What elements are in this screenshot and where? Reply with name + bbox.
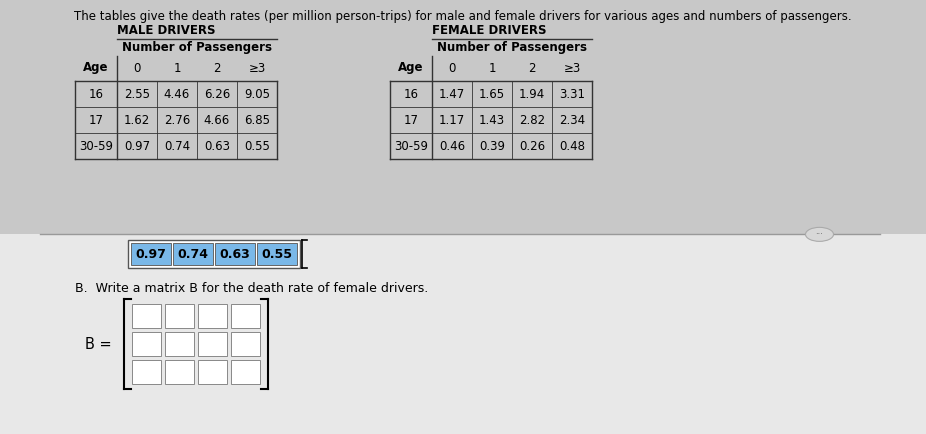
Bar xyxy=(198,360,227,385)
Text: 16: 16 xyxy=(404,88,419,101)
Text: B.  Write a matrix B for the death rate of female drivers.: B. Write a matrix B for the death rate o… xyxy=(75,283,428,296)
Text: 0.63: 0.63 xyxy=(219,248,250,261)
Text: 4.46: 4.46 xyxy=(164,88,190,101)
Text: FEMALE DRIVERS: FEMALE DRIVERS xyxy=(432,24,546,37)
Text: 16: 16 xyxy=(89,88,104,101)
Text: 0.26: 0.26 xyxy=(519,139,545,152)
Bar xyxy=(165,360,194,385)
Text: 1.47: 1.47 xyxy=(439,88,465,101)
Bar xyxy=(165,304,194,329)
Bar xyxy=(132,332,161,356)
Text: 0.46: 0.46 xyxy=(439,139,465,152)
Text: 0.48: 0.48 xyxy=(559,139,585,152)
Text: 30-59: 30-59 xyxy=(394,139,428,152)
Bar xyxy=(231,304,260,329)
Text: 1.65: 1.65 xyxy=(479,88,505,101)
Text: Number of Passengers: Number of Passengers xyxy=(437,41,587,54)
Bar xyxy=(231,332,260,356)
Text: 1.43: 1.43 xyxy=(479,114,505,126)
Text: 1: 1 xyxy=(173,62,181,75)
Text: 30-59: 30-59 xyxy=(79,139,113,152)
Text: 2.34: 2.34 xyxy=(559,114,585,126)
Bar xyxy=(132,304,161,329)
Text: 0.55: 0.55 xyxy=(261,248,293,261)
Bar xyxy=(131,243,171,265)
Text: ≥3: ≥3 xyxy=(563,62,581,75)
Text: 0.97: 0.97 xyxy=(124,139,150,152)
Text: 2.55: 2.55 xyxy=(124,88,150,101)
Text: 2: 2 xyxy=(213,62,220,75)
Ellipse shape xyxy=(806,227,833,241)
Text: 6.26: 6.26 xyxy=(204,88,231,101)
Text: 6.85: 6.85 xyxy=(244,114,270,126)
Text: Number of Passengers: Number of Passengers xyxy=(122,41,272,54)
Bar xyxy=(128,240,300,268)
Text: ≥3: ≥3 xyxy=(248,62,266,75)
Text: 17: 17 xyxy=(89,114,104,126)
Text: 2.82: 2.82 xyxy=(519,114,545,126)
Bar xyxy=(173,243,213,265)
Text: 0.39: 0.39 xyxy=(479,139,505,152)
Text: 2.76: 2.76 xyxy=(164,114,190,126)
Bar xyxy=(257,243,297,265)
Text: 0.97: 0.97 xyxy=(135,248,167,261)
Bar xyxy=(165,332,194,356)
Text: 9.05: 9.05 xyxy=(244,88,270,101)
Bar xyxy=(198,332,227,356)
Text: B =: B = xyxy=(85,337,112,352)
Text: 2: 2 xyxy=(528,62,536,75)
Text: The tables give the death rates (per million person-trips) for male and female d: The tables give the death rates (per mil… xyxy=(74,10,852,23)
Text: 0.74: 0.74 xyxy=(164,139,190,152)
Text: Age: Age xyxy=(398,62,424,75)
Bar xyxy=(215,243,255,265)
Text: 1: 1 xyxy=(488,62,495,75)
Text: MALE DRIVERS: MALE DRIVERS xyxy=(117,24,216,37)
Text: 1.17: 1.17 xyxy=(439,114,465,126)
Text: 0: 0 xyxy=(133,62,141,75)
Text: 4.66: 4.66 xyxy=(204,114,231,126)
Text: 0.63: 0.63 xyxy=(204,139,230,152)
Text: Age: Age xyxy=(83,62,108,75)
Bar xyxy=(0,234,926,434)
Bar xyxy=(231,360,260,385)
Text: 1.94: 1.94 xyxy=(519,88,545,101)
Text: 0.74: 0.74 xyxy=(178,248,208,261)
Bar xyxy=(0,0,926,234)
Text: 3.31: 3.31 xyxy=(559,88,585,101)
Text: 17: 17 xyxy=(404,114,419,126)
Text: 0: 0 xyxy=(448,62,456,75)
Bar xyxy=(132,360,161,385)
Text: 0.55: 0.55 xyxy=(244,139,270,152)
Bar xyxy=(198,304,227,329)
Text: ···: ··· xyxy=(816,230,823,239)
Text: 1.62: 1.62 xyxy=(124,114,150,126)
